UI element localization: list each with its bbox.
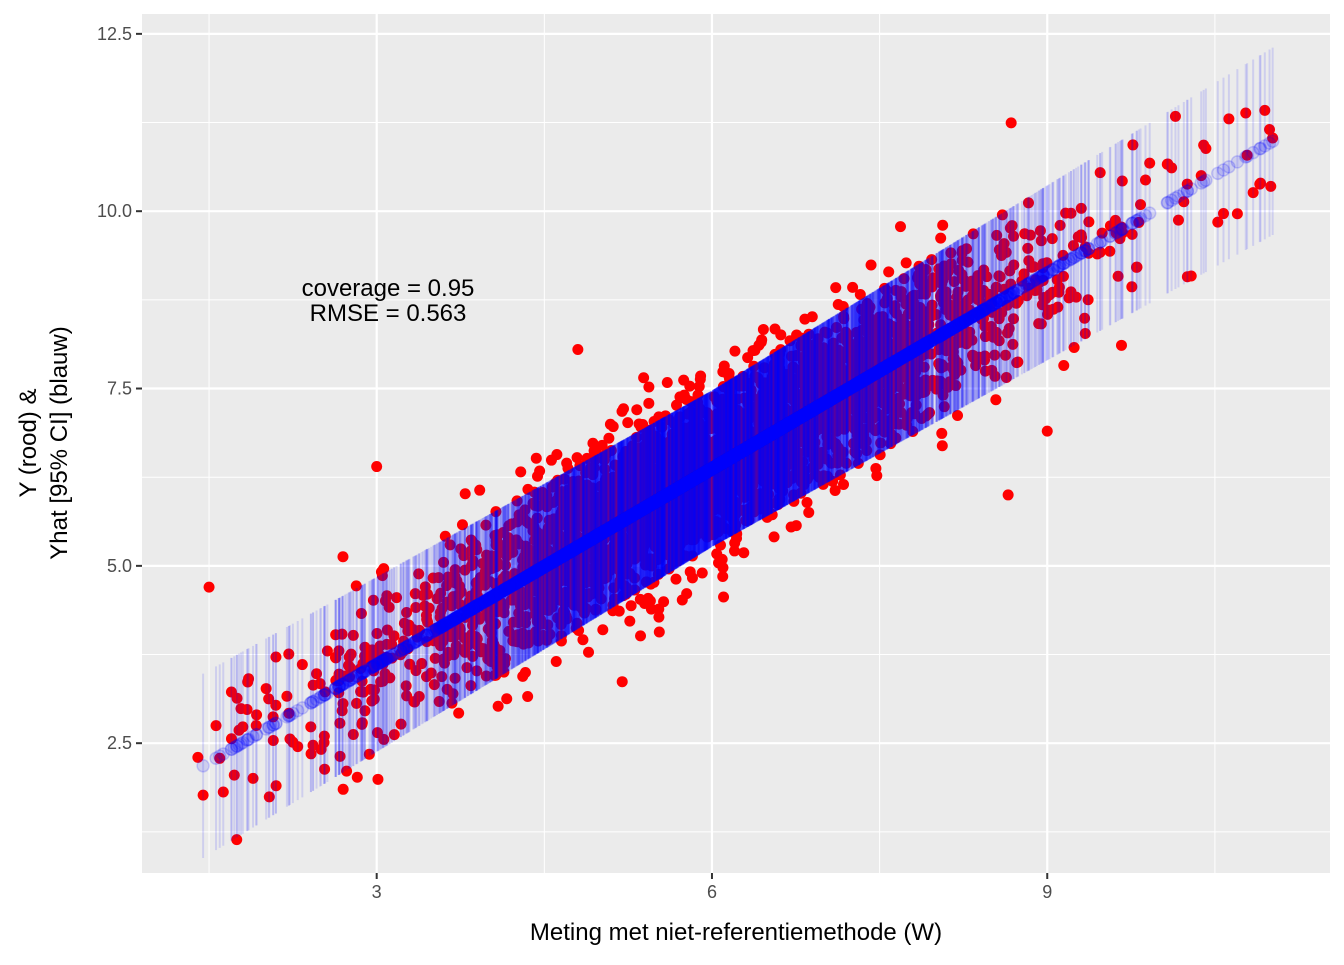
observed-point [695,374,706,385]
observed-point [515,466,526,477]
observed-point [587,438,598,449]
observed-point [474,485,485,496]
observed-point [791,520,802,531]
observed-point [638,372,649,383]
observed-point [807,311,818,322]
observed-point [551,656,562,667]
observed-point [713,557,724,568]
observed-point [1058,360,1069,371]
observed-point [674,391,685,402]
observed-point [685,566,696,577]
observed-point [631,404,642,415]
observed-point [769,531,780,542]
observed-point [729,346,740,357]
observed-point [653,604,664,615]
observed-point [1265,181,1276,192]
observed-point [634,418,645,429]
observed-point [352,772,363,783]
observed-point [871,470,882,481]
observed-point [337,551,348,562]
observed-point [838,479,849,490]
observed-point [460,488,471,499]
observed-point [371,461,382,472]
observed-point [453,708,464,719]
observed-point [522,691,533,702]
observed-point [718,591,729,602]
observed-point [635,630,646,641]
observed-point [830,282,841,293]
observed-point [204,582,215,593]
observed-point [1042,426,1053,437]
observed-point [901,257,912,268]
observed-point [603,433,614,444]
observed-point [662,377,673,388]
observed-point [775,329,786,340]
observed-point [643,398,654,409]
observed-point [501,693,512,704]
observed-point [643,382,654,393]
observed-point [520,667,531,678]
observed-point [583,647,594,658]
observed-point [681,588,692,599]
observed-point [493,701,504,712]
observed-point [1003,489,1014,500]
observed-point [684,381,695,392]
observed-point [697,568,708,579]
observed-point [990,394,1001,405]
observed-point [372,774,383,785]
observed-point [936,428,947,439]
observed-point [546,455,557,466]
observed-point [758,324,769,335]
observed-point [597,624,608,635]
observed-point [618,403,629,414]
observed-point [717,571,728,582]
observed-point [617,676,628,687]
observed-point [572,344,583,355]
observed-point [866,259,877,270]
observed-point [622,417,633,428]
observed-point [531,453,542,464]
observed-point [895,221,906,232]
observed-point [937,220,948,231]
observed-point [654,626,665,637]
observed-point [847,282,858,293]
observed-point [883,266,894,277]
observed-point [1006,117,1017,128]
observed-point [605,419,616,430]
observed-point [803,507,814,518]
observed-point [935,233,946,244]
observed-point [1116,340,1127,351]
observed-point [738,547,749,558]
observed-point [801,497,812,508]
observed-point [626,600,637,611]
observed-point [532,471,543,482]
observed-point [577,634,588,645]
observed-point [742,352,753,363]
observed-point [937,440,948,451]
observed-point [645,595,656,606]
observed-point [670,574,681,585]
observed-point [624,616,635,627]
observed-point [729,538,740,549]
observed-point [338,784,349,795]
observed-point [833,299,844,310]
